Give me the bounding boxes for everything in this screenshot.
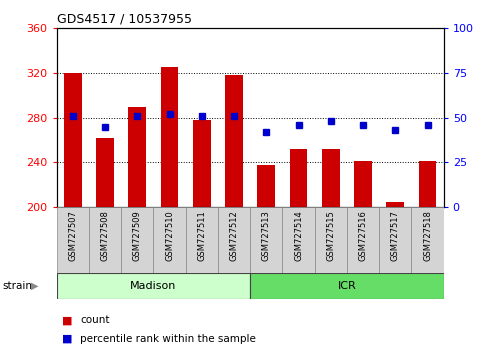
Text: GSM727512: GSM727512 [230, 210, 239, 261]
Text: GSM727511: GSM727511 [197, 210, 207, 261]
Text: count: count [80, 315, 110, 325]
Bar [354, 161, 372, 207]
Text: Madison: Madison [130, 281, 176, 291]
Text: GSM727509: GSM727509 [133, 210, 142, 261]
Bar [250, 273, 444, 299]
Text: ICR: ICR [338, 281, 356, 291]
Bar [282, 207, 315, 273]
Bar [129, 107, 146, 207]
Text: GDS4517 / 10537955: GDS4517 / 10537955 [57, 13, 192, 26]
Bar [257, 165, 275, 207]
Bar [412, 207, 444, 273]
Bar [96, 138, 114, 207]
Bar [161, 67, 178, 207]
Text: GSM727510: GSM727510 [165, 210, 174, 261]
Text: GSM727507: GSM727507 [69, 210, 77, 261]
Bar [57, 207, 89, 273]
Bar [250, 207, 282, 273]
Text: ■: ■ [62, 334, 72, 344]
Bar [64, 73, 82, 207]
Text: ▶: ▶ [31, 281, 38, 291]
Bar [121, 207, 153, 273]
Bar [419, 161, 436, 207]
Bar [290, 149, 308, 207]
Text: ■: ■ [62, 315, 72, 325]
Bar [347, 207, 379, 273]
Text: strain: strain [2, 281, 33, 291]
Bar [322, 149, 340, 207]
Text: GSM727518: GSM727518 [423, 210, 432, 261]
Bar [225, 75, 243, 207]
Text: GSM727508: GSM727508 [101, 210, 109, 261]
Text: GSM727513: GSM727513 [262, 210, 271, 261]
Bar [218, 207, 250, 273]
Bar [57, 273, 250, 299]
Text: GSM727517: GSM727517 [391, 210, 400, 261]
Bar [379, 207, 412, 273]
Bar [186, 207, 218, 273]
Bar [387, 201, 404, 207]
Bar [315, 207, 347, 273]
Text: GSM727515: GSM727515 [326, 210, 335, 261]
Bar [89, 207, 121, 273]
Text: GSM727514: GSM727514 [294, 210, 303, 261]
Text: percentile rank within the sample: percentile rank within the sample [80, 334, 256, 344]
Bar [153, 207, 186, 273]
Bar [193, 120, 211, 207]
Text: GSM727516: GSM727516 [358, 210, 368, 261]
